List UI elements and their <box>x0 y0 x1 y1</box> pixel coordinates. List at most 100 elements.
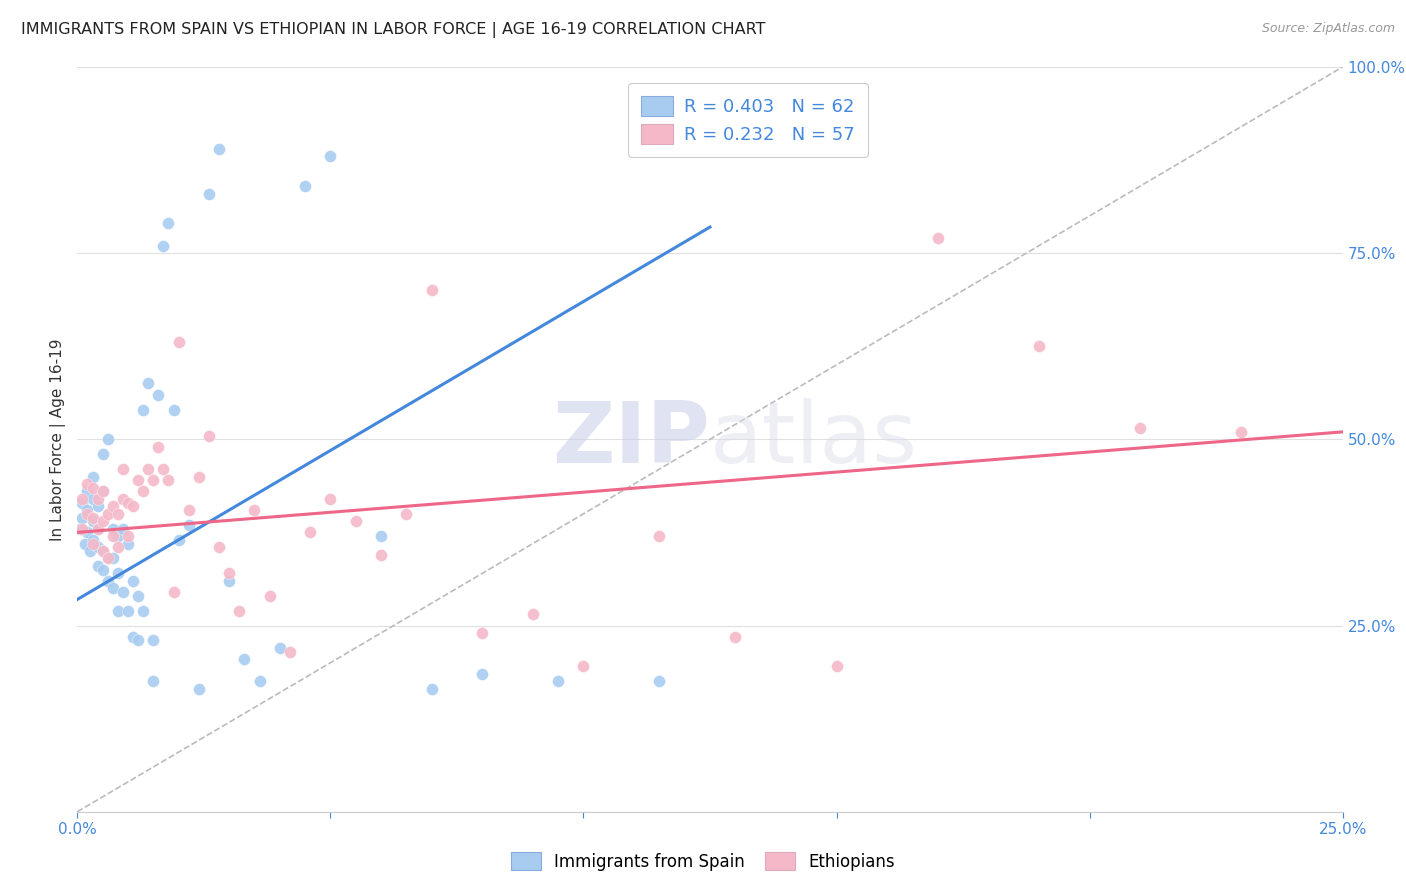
Point <box>724 630 747 644</box>
Text: IMMIGRANTS FROM SPAIN VS ETHIOPIAN IN LABOR FORCE | AGE 16-19 CORRELATION CHART: IMMIGRANTS FROM SPAIN VS ETHIOPIAN IN LA… <box>21 22 766 38</box>
Point <box>117 495 139 509</box>
Point <box>97 507 120 521</box>
Point <box>177 503 200 517</box>
Point <box>152 238 174 252</box>
Point <box>76 525 98 540</box>
Point <box>72 522 94 536</box>
Point <box>111 585 134 599</box>
Point <box>97 574 120 588</box>
Point <box>111 462 134 476</box>
Point <box>420 681 443 696</box>
Point <box>86 558 108 573</box>
Point <box>127 473 149 487</box>
Point <box>91 447 114 461</box>
Point <box>117 529 139 543</box>
Point <box>825 659 848 673</box>
Text: atlas: atlas <box>710 398 918 481</box>
Point <box>471 626 494 640</box>
Point <box>1028 339 1050 353</box>
Point <box>198 186 221 201</box>
Point <box>97 551 120 566</box>
Point <box>162 585 184 599</box>
Point <box>91 544 114 558</box>
Point <box>86 522 108 536</box>
Point <box>86 541 108 555</box>
Point <box>76 503 98 517</box>
Point <box>249 674 271 689</box>
Point <box>152 462 174 476</box>
Point <box>72 495 94 509</box>
Point <box>208 142 231 156</box>
Point <box>136 462 159 476</box>
Point <box>76 477 98 491</box>
Point <box>91 544 114 558</box>
Point <box>547 674 569 689</box>
Text: Source: ZipAtlas.com: Source: ZipAtlas.com <box>1261 22 1395 36</box>
Point <box>243 503 266 517</box>
Point <box>101 582 124 596</box>
Point <box>82 491 104 506</box>
Point <box>148 387 170 401</box>
Point <box>187 681 209 696</box>
Point <box>82 536 104 550</box>
Point <box>218 566 240 581</box>
Point <box>157 473 180 487</box>
Point <box>132 402 155 417</box>
Point <box>86 500 108 514</box>
Point <box>142 674 165 689</box>
Point <box>218 574 240 588</box>
Point <box>259 589 281 603</box>
Point <box>132 484 155 499</box>
Point <box>73 536 96 550</box>
Point <box>370 529 392 543</box>
Point <box>101 522 124 536</box>
Point <box>572 659 595 673</box>
Point <box>86 522 108 536</box>
Point <box>82 481 104 495</box>
Point <box>101 551 124 566</box>
Point <box>82 469 104 483</box>
Point <box>111 522 134 536</box>
Point <box>162 402 184 417</box>
Point <box>167 335 190 350</box>
Legend: R = 0.403   N = 62, R = 0.232   N = 57: R = 0.403 N = 62, R = 0.232 N = 57 <box>628 83 868 157</box>
Point <box>72 510 94 524</box>
Point <box>127 589 149 603</box>
Point <box>233 652 256 666</box>
Point <box>122 500 145 514</box>
Point <box>91 514 114 528</box>
Point <box>648 674 671 689</box>
Point <box>136 376 159 391</box>
Point <box>69 522 91 536</box>
Point <box>82 510 104 524</box>
Point <box>319 149 342 163</box>
Point <box>370 548 392 562</box>
Point <box>101 500 124 514</box>
Point <box>72 491 94 506</box>
Point <box>91 563 114 577</box>
Point <box>269 640 291 655</box>
Point <box>187 469 209 483</box>
Point <box>278 644 301 658</box>
Point <box>198 428 221 442</box>
Point <box>648 529 671 543</box>
Point <box>395 507 418 521</box>
Point <box>107 541 129 555</box>
Point <box>111 491 134 506</box>
Legend: Immigrants from Spain, Ethiopians: Immigrants from Spain, Ethiopians <box>503 844 903 880</box>
Point <box>107 507 129 521</box>
Point <box>1129 421 1152 435</box>
Point <box>86 491 108 506</box>
Point <box>344 514 367 528</box>
Point <box>420 284 443 298</box>
Point <box>471 667 494 681</box>
Point <box>97 551 120 566</box>
Y-axis label: In Labor Force | Age 16-19: In Labor Force | Age 16-19 <box>51 338 66 541</box>
Point <box>91 484 114 499</box>
Point <box>157 216 180 230</box>
Point <box>132 604 155 618</box>
Point <box>76 507 98 521</box>
Point <box>117 604 139 618</box>
Point <box>142 473 165 487</box>
Point <box>127 633 149 648</box>
